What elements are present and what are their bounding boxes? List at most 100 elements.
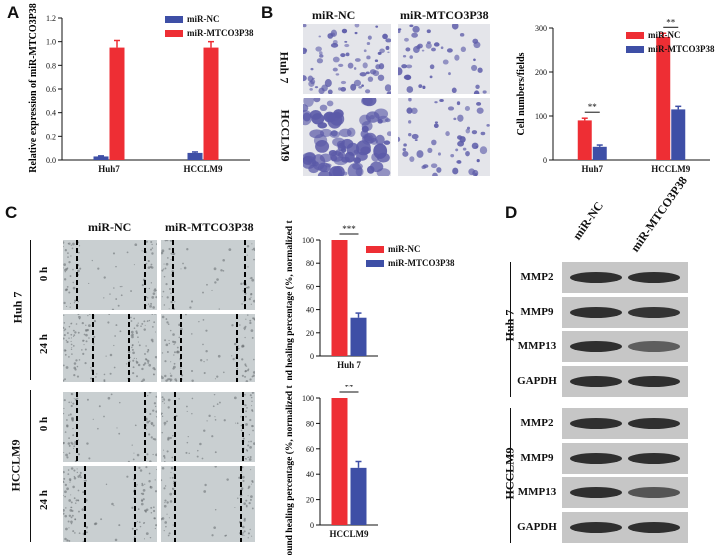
- cell-dot: [164, 339, 167, 342]
- cell-dot: [142, 498, 145, 501]
- cell-dot: [73, 374, 76, 377]
- cell-dot: [216, 403, 219, 406]
- y-tick-label: 0.0: [46, 156, 56, 165]
- cell-dot: [245, 318, 247, 320]
- c-time-label-24h-hcclm9: 24 h: [38, 490, 50, 510]
- cell-dot: [144, 324, 146, 326]
- cell-dot: [163, 402, 165, 404]
- cell-dot: [244, 457, 247, 460]
- cell-dot: [129, 356, 132, 359]
- cell-dot: [152, 424, 155, 427]
- cell-dot: [65, 527, 68, 531]
- cell-dot: [241, 471, 243, 473]
- cell-dot: [161, 413, 163, 416]
- cell-dot: [136, 453, 140, 457]
- band-lane-1: [570, 521, 622, 533]
- stained-cell: [465, 128, 471, 134]
- cell-dot: [78, 245, 81, 247]
- cell-dot: [145, 466, 148, 469]
- cell-dot: [76, 468, 78, 470]
- cell-dot: [169, 492, 173, 496]
- stained-cell: [338, 87, 342, 91]
- cell-dot: [131, 348, 134, 351]
- cell-dot: [242, 525, 245, 529]
- cell-dot: [203, 361, 205, 363]
- x-tick-label: HCCLM9: [184, 164, 223, 174]
- stained-cell: [340, 86, 347, 92]
- stained-cell: [433, 42, 440, 47]
- cell-dot: [182, 262, 184, 265]
- cell-dot: [93, 335, 96, 338]
- cell-dot: [72, 242, 75, 246]
- stained-cell: [471, 142, 479, 150]
- cell-dot: [71, 353, 73, 355]
- stained-cell: [344, 40, 348, 43]
- cell-dot: [136, 324, 139, 327]
- cell-dot: [64, 353, 67, 356]
- stained-cell: [446, 48, 453, 53]
- cell-dot: [186, 248, 189, 251]
- cell-dot: [206, 420, 208, 422]
- cell-dot: [251, 243, 253, 245]
- cell-dot: [82, 352, 85, 355]
- cell-dot: [172, 367, 175, 370]
- significance-label: ***: [342, 224, 356, 234]
- legend-label: miR-NC: [648, 30, 681, 40]
- panel-letter-a: A: [7, 3, 20, 22]
- stained-cell: [451, 24, 459, 30]
- cell-dot: [127, 350, 131, 354]
- cell-dot: [63, 364, 65, 367]
- cell-dot: [150, 241, 153, 244]
- cell-dot: [63, 379, 65, 382]
- cell-dot: [141, 482, 144, 485]
- cell-dot: [202, 291, 204, 294]
- cell-dot: [76, 365, 79, 368]
- blot-label-gapdh: GAPDH: [517, 374, 557, 387]
- stained-cell: [332, 39, 338, 45]
- cell-dot: [198, 321, 200, 323]
- stained-cell: [315, 46, 322, 52]
- cell-dot: [214, 281, 217, 284]
- cell-dot: [248, 441, 250, 443]
- y-tick-label: 0: [310, 521, 314, 530]
- y-tick-label: 20: [306, 329, 314, 338]
- cell-dot: [246, 254, 248, 256]
- cell-dot: [71, 509, 74, 512]
- cell-dot: [242, 479, 245, 482]
- cell-dot: [119, 330, 122, 333]
- cell-dot: [127, 460, 130, 462]
- cell-dot: [72, 530, 75, 533]
- cell-dot: [70, 494, 72, 496]
- cell-dot: [108, 314, 111, 315]
- d-group-line-huh7: [510, 262, 511, 397]
- stained-cell: [319, 51, 323, 56]
- cell-dot: [214, 416, 216, 418]
- cell-dot: [66, 332, 69, 334]
- stained-cell: [476, 107, 484, 114]
- cell-dot: [161, 251, 164, 255]
- stained-cell: [429, 64, 435, 70]
- cell-dot: [72, 427, 74, 430]
- cell-dot: [162, 290, 165, 293]
- cell-dot: [131, 344, 134, 347]
- stained-cell: [324, 79, 332, 88]
- cell-dot: [235, 422, 237, 424]
- stained-cell: [409, 55, 413, 59]
- stained-cell: [319, 153, 332, 163]
- cell-dot: [63, 509, 65, 512]
- cell-dot: [114, 538, 118, 542]
- cell-dot: [69, 413, 72, 416]
- cell-dot: [164, 374, 167, 378]
- stained-cell: [354, 24, 360, 28]
- cell-dot: [77, 453, 81, 456]
- stained-cell: [332, 67, 338, 72]
- stained-cell: [383, 140, 391, 145]
- stained-cell: [330, 29, 338, 38]
- cell-dot: [130, 290, 133, 293]
- cell-dot: [161, 396, 164, 399]
- cell-dot: [161, 479, 163, 482]
- cell-dot: [114, 335, 116, 337]
- stained-cell: [326, 100, 334, 107]
- cell-dot: [214, 466, 217, 468]
- cell-dot: [88, 314, 91, 315]
